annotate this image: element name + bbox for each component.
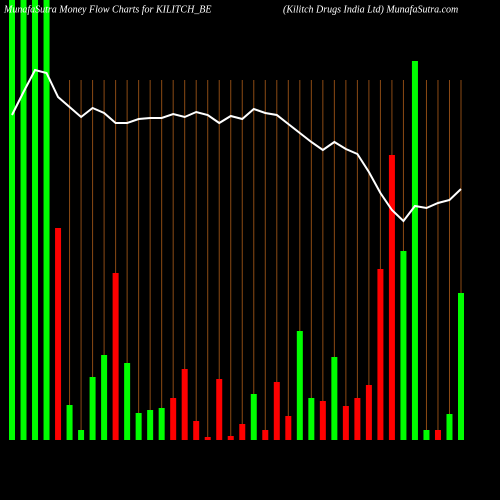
bar xyxy=(262,430,269,440)
bar xyxy=(101,355,108,440)
bar xyxy=(193,421,200,440)
bar xyxy=(66,405,73,440)
chart-subtitle: (Kilitch Drugs India Ltd) MunafaSutra.co… xyxy=(283,4,458,15)
bar xyxy=(43,0,50,440)
bar xyxy=(89,377,96,440)
bar xyxy=(216,379,223,440)
bar xyxy=(423,430,430,440)
bar xyxy=(135,413,142,440)
bar xyxy=(204,437,211,440)
bar xyxy=(458,293,464,440)
bar xyxy=(331,357,338,440)
bar xyxy=(9,0,15,440)
bar xyxy=(285,416,292,440)
flow-line xyxy=(11,68,462,223)
bar xyxy=(227,436,234,440)
bar xyxy=(170,398,177,440)
bar xyxy=(342,406,349,440)
bar xyxy=(296,331,303,440)
bar xyxy=(147,410,154,440)
bar xyxy=(112,273,119,440)
bar xyxy=(32,0,39,440)
bar xyxy=(388,155,395,440)
bar xyxy=(239,424,246,440)
bar xyxy=(55,228,62,440)
bar xyxy=(181,369,188,440)
bar xyxy=(124,363,131,440)
bar xyxy=(250,394,257,440)
bar xyxy=(158,408,165,440)
bar xyxy=(308,398,315,440)
bar xyxy=(273,382,280,440)
bar xyxy=(319,401,326,440)
bar xyxy=(411,61,418,440)
bar xyxy=(434,430,441,440)
bar xyxy=(78,430,85,440)
bars xyxy=(9,0,464,440)
bar xyxy=(354,398,361,440)
line-layer xyxy=(11,68,462,223)
bar xyxy=(365,385,372,440)
bar xyxy=(400,251,407,440)
bar xyxy=(377,269,384,440)
bar xyxy=(20,0,27,440)
chart-title: MunafaSutra Money Flow Charts for KILITC… xyxy=(3,4,212,15)
bar xyxy=(446,414,453,440)
